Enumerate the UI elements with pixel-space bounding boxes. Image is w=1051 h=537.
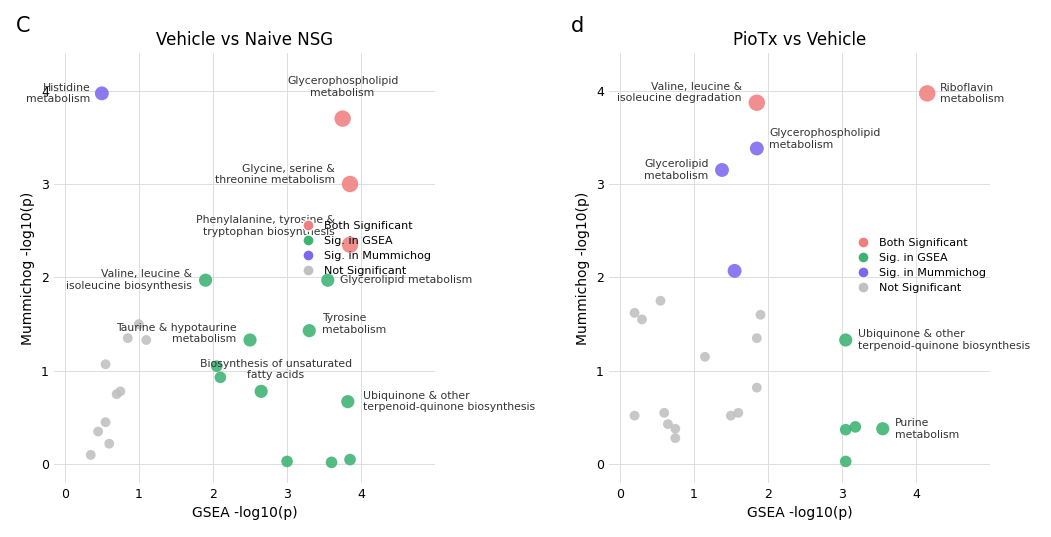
Text: Riboflavin
metabolism: Riboflavin metabolism — [940, 83, 1004, 104]
Point — [626, 411, 643, 420]
Point — [242, 336, 259, 344]
Point — [652, 296, 668, 305]
Point — [748, 383, 765, 392]
Point — [97, 360, 114, 368]
Point — [101, 439, 118, 448]
X-axis label: GSEA -log10(p): GSEA -log10(p) — [746, 506, 852, 520]
Point — [838, 425, 854, 434]
Text: Glycerolipid
metabolism: Glycerolipid metabolism — [644, 159, 708, 181]
Text: Ubiquinone & other
terpenoid-quinone biosynthesis: Ubiquinone & other terpenoid-quinone bio… — [859, 329, 1030, 351]
Point — [847, 423, 864, 431]
Text: Valine, leucine &
isoleucine biosynthesis: Valine, leucine & isoleucine biosynthesi… — [66, 270, 192, 291]
Text: C: C — [16, 16, 30, 36]
Point — [874, 424, 891, 433]
Point — [198, 276, 214, 285]
Point — [138, 336, 154, 344]
Point — [342, 241, 358, 249]
Point — [112, 387, 129, 396]
Point — [252, 387, 269, 396]
Point — [659, 420, 676, 429]
Point — [697, 352, 714, 361]
Point — [753, 310, 769, 319]
Point — [301, 326, 317, 335]
Point — [334, 114, 351, 123]
Text: Glycerolipid metabolism: Glycerolipid metabolism — [341, 275, 473, 285]
Point — [722, 411, 739, 420]
Point — [838, 457, 854, 466]
Y-axis label: Mummichog -log10(p): Mummichog -log10(p) — [576, 191, 591, 345]
Point — [97, 418, 114, 426]
Point — [108, 390, 125, 398]
Text: Histidine
metabolism: Histidine metabolism — [26, 83, 90, 104]
Point — [208, 362, 225, 371]
Point — [342, 180, 358, 188]
Point — [656, 409, 673, 417]
Point — [729, 409, 746, 417]
Text: Phenylalanine, tyrosine &
tryptophan biosynthesis: Phenylalanine, tyrosine & tryptophan bio… — [197, 215, 335, 237]
Text: Taurine & hypotaurine
metabolism: Taurine & hypotaurine metabolism — [116, 323, 236, 344]
Title: PioTx vs Vehicle: PioTx vs Vehicle — [733, 31, 866, 49]
Title: Vehicle vs Naive NSG: Vehicle vs Naive NSG — [156, 31, 333, 49]
Point — [82, 451, 99, 459]
Point — [748, 334, 765, 343]
Point — [626, 309, 643, 317]
Point — [323, 458, 339, 467]
Point — [748, 98, 765, 107]
Legend: Both Significant, Sig. in GSEA, Sig. in Mummichog, Not Significant: Both Significant, Sig. in GSEA, Sig. in … — [292, 216, 435, 280]
Point — [212, 373, 229, 382]
Text: Biosynthesis of unsaturated
fatty acids: Biosynthesis of unsaturated fatty acids — [200, 359, 352, 380]
Point — [120, 334, 137, 343]
Text: Glycine, serine &
threonine metabolism: Glycine, serine & threonine metabolism — [215, 164, 335, 185]
Point — [130, 320, 147, 329]
Point — [919, 89, 935, 98]
Point — [89, 427, 106, 436]
Point — [726, 266, 743, 275]
Y-axis label: Mummichog -log10(p): Mummichog -log10(p) — [21, 191, 36, 345]
Text: Ubiquinone & other
terpenoid-quinone biosynthesis: Ubiquinone & other terpenoid-quinone bio… — [363, 391, 535, 412]
Legend: Both Significant, Sig. in GSEA, Sig. in Mummichog, Not Significant: Both Significant, Sig. in GSEA, Sig. in … — [847, 234, 990, 297]
Point — [748, 144, 765, 153]
Point — [320, 276, 336, 285]
Text: Glycerophospholipid
metabolism: Glycerophospholipid metabolism — [769, 128, 881, 150]
Text: Valine, leucine &
isoleucine degradation: Valine, leucine & isoleucine degradation — [618, 82, 742, 103]
Point — [342, 455, 358, 464]
X-axis label: GSEA -log10(p): GSEA -log10(p) — [191, 506, 297, 520]
Point — [667, 434, 684, 442]
Point — [94, 89, 110, 98]
Text: Tyrosine
metabolism: Tyrosine metabolism — [322, 313, 386, 335]
Text: Purine
metabolism: Purine metabolism — [895, 418, 960, 440]
Point — [339, 397, 356, 406]
Text: d: d — [571, 16, 583, 36]
Point — [667, 424, 684, 433]
Point — [714, 166, 730, 175]
Point — [634, 315, 651, 324]
Point — [838, 336, 854, 344]
Text: Glycerophospholipid
metabolism: Glycerophospholipid metabolism — [287, 76, 398, 98]
Point — [279, 457, 295, 466]
